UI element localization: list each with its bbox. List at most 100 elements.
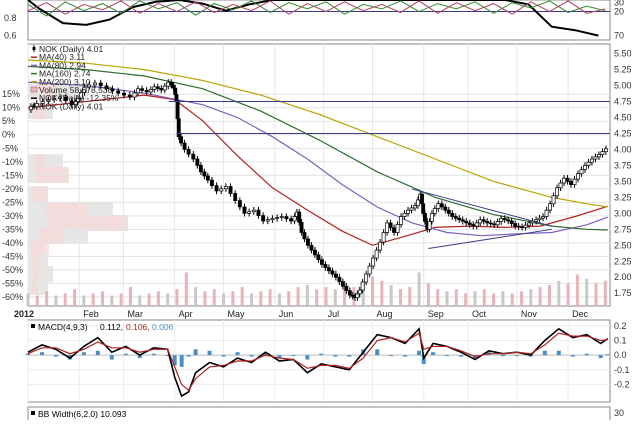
date-label: Nov (521, 309, 538, 319)
macd-axis-label: 0.2 (614, 321, 627, 331)
price-axis-label: 4.25 (614, 128, 632, 138)
volume-by-price-bar-pink (32, 278, 38, 295)
macd-legend-swatch (31, 324, 35, 328)
candle-body (323, 264, 328, 269)
volume-bar (138, 295, 142, 306)
percent-axis-label: 5% (2, 116, 15, 126)
candle-body (422, 212, 427, 222)
date-label: Aug (377, 309, 393, 319)
candle-body (275, 217, 280, 219)
volume-bar (510, 293, 514, 306)
candle-body (209, 179, 214, 186)
candle-body (330, 270, 335, 275)
percent-axis-label: -25% (2, 197, 23, 207)
volume-bar (147, 293, 151, 306)
candle-body (474, 222, 479, 227)
candle-body (492, 223, 497, 226)
volume-bar (203, 291, 207, 306)
candle-body (555, 187, 559, 197)
candle-body (502, 218, 507, 221)
candle-body (357, 289, 362, 295)
volume-bar (222, 293, 226, 306)
macd-histogram-bar (277, 355, 282, 359)
candle-body (116, 90, 121, 94)
macd-histogram-bar (584, 353, 589, 356)
macd-histogram-bar (333, 355, 338, 357)
candle-body (520, 226, 525, 229)
volume-bar (492, 293, 496, 306)
candle-body (198, 165, 203, 173)
candle-body (46, 99, 51, 102)
macd-histogram-bar (431, 352, 436, 356)
percent-axis-label: 0% (2, 130, 15, 140)
macd-histogram-bar (172, 355, 177, 366)
volume-bar (26, 293, 30, 306)
candle-body (136, 88, 140, 94)
volume-bar (91, 293, 95, 306)
candle-body (179, 136, 184, 144)
macd-histogram-bar (39, 352, 44, 356)
volume-bar (73, 289, 77, 306)
candle-body (569, 181, 573, 185)
triangle-upper-trendline (411, 188, 552, 227)
volume-bar (417, 272, 421, 306)
candle-body (110, 88, 115, 92)
candle-body (319, 259, 324, 265)
candle-body (76, 97, 81, 102)
candle-body (402, 212, 407, 217)
candle-body (551, 195, 556, 205)
macd-histogram-bar (605, 354, 610, 356)
macd-histogram-bar (179, 355, 184, 367)
volume-bar (287, 291, 291, 306)
candle-body (155, 86, 160, 89)
volume-bar (361, 282, 365, 306)
candle-body (219, 188, 224, 192)
volume-bar (371, 276, 375, 306)
volume-bar (296, 287, 300, 306)
volume-bar (315, 289, 319, 306)
volume-by-price-bar-pink (31, 240, 49, 257)
volume-bar (194, 287, 198, 306)
candle-body (337, 276, 342, 283)
macd-histogram-bar (165, 355, 170, 357)
macd-histogram-bar (53, 355, 58, 357)
candle-body (593, 156, 598, 160)
macd-histogram-bar (221, 355, 226, 357)
candle-body (562, 177, 566, 184)
volume-bar (454, 289, 458, 306)
price-axis-label: 1.75 (614, 288, 632, 298)
candle-body (506, 219, 511, 222)
candle-body (513, 223, 518, 227)
oscillator-series-black (27, 0, 599, 37)
macd-histogram-bar (123, 353, 128, 356)
volume-bar (408, 287, 412, 306)
macd-histogram-bar (151, 353, 156, 356)
candle-body (432, 208, 437, 214)
price-axis-label: 4.50 (614, 112, 632, 122)
price-axis-label: 3.25 (614, 192, 632, 202)
volume-bar (473, 291, 477, 306)
candle-body (316, 254, 321, 261)
percent-axis-label: -50% (2, 265, 23, 275)
ma-160-line (27, 65, 608, 231)
price-axis-label: 5.00 (614, 81, 632, 91)
volume-bar (110, 295, 114, 306)
volume-bar (305, 285, 309, 306)
macd-histogram-bar (291, 355, 296, 357)
percent-axis-label: -20% (2, 184, 23, 194)
legend-entry: NOK (Daily) 4.01 (39, 44, 104, 54)
candle-body (73, 101, 78, 106)
oscillator-right-tick-label: 30 (614, 0, 624, 8)
legend-entry: MA(80) 2.94 (39, 60, 86, 70)
volume-bar (333, 289, 337, 306)
price-axis-label: 4.75 (614, 97, 632, 107)
candle-body (144, 89, 149, 93)
volume-bar (259, 291, 263, 306)
candle-body (79, 92, 83, 99)
volume-bar (538, 287, 542, 306)
candle-body (558, 182, 563, 189)
volume-bar (464, 293, 468, 306)
candle-body (374, 249, 379, 259)
macd-axis-labels: 0.2 0.1 0.0 -0.1 -0.2 (614, 321, 630, 390)
candle-body (289, 218, 294, 222)
